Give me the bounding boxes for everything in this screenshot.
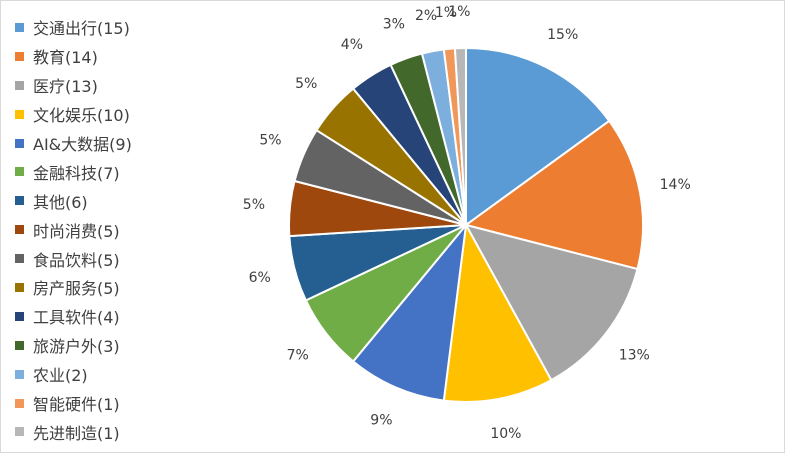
legend-item-6: 其他(6) bbox=[15, 186, 185, 215]
legend-swatch-7 bbox=[15, 225, 24, 235]
legend-label-11: 旅游户外(3) bbox=[33, 337, 120, 357]
legend-label-2: 医疗(13) bbox=[33, 77, 98, 97]
legend-item-2: 医疗(13) bbox=[15, 71, 185, 100]
pie-data-label-9: 5% bbox=[295, 76, 317, 92]
chart-legend: 交通出行(15) 教育(14) 医疗(13) 文化娱乐(10) AI&大数据(9) 金融科… bbox=[15, 13, 185, 446]
legend-swatch-6 bbox=[15, 196, 24, 206]
legend-swatch-3 bbox=[15, 109, 24, 119]
legend-swatch-4 bbox=[15, 138, 24, 148]
legend-label-13: 智能硬件(1) bbox=[33, 395, 120, 415]
legend-label-6: 其他(6) bbox=[33, 192, 88, 212]
legend-item-11: 旅游户外(3) bbox=[15, 331, 185, 360]
legend-item-7: 时尚消费(5) bbox=[15, 215, 185, 244]
pie-data-label-4: 9% bbox=[370, 413, 392, 429]
pie-data-label-0: 15% bbox=[547, 27, 578, 43]
legend-item-9: 房产服务(5) bbox=[15, 273, 185, 302]
pie-slice-3 bbox=[442, 221, 553, 403]
legend-item-4: AI&大数据(9) bbox=[15, 129, 185, 158]
legend-label-5: 金融科技(7) bbox=[33, 163, 120, 183]
legend-item-10: 工具软件(4) bbox=[15, 302, 185, 331]
legend-swatch-1 bbox=[15, 51, 24, 61]
pie-slice-2 bbox=[464, 223, 639, 382]
legend-label-10: 工具软件(4) bbox=[33, 308, 120, 328]
legend-item-12: 农业(2) bbox=[15, 360, 185, 389]
legend-label-12: 农业(2) bbox=[33, 366, 88, 386]
legend-swatch-8 bbox=[15, 254, 24, 264]
legend-label-0: 交通出行(15) bbox=[33, 19, 130, 39]
legend-label-9: 房产服务(5) bbox=[33, 279, 120, 299]
pie-data-label-8: 5% bbox=[259, 132, 281, 148]
pie-data-labels: 15%14%13%10%9%7%6%5%5%5%4%3%2%1%1% bbox=[243, 4, 691, 442]
legend-swatch-5 bbox=[15, 167, 24, 177]
pie-data-label-2: 13% bbox=[619, 348, 650, 364]
legend-swatch-12 bbox=[15, 369, 24, 379]
legend-swatch-14 bbox=[15, 427, 24, 437]
pie-data-label-1: 14% bbox=[660, 177, 691, 193]
pie-data-label-6: 6% bbox=[249, 270, 271, 286]
pie-data-label-12: 2% bbox=[415, 8, 437, 24]
legend-swatch-9 bbox=[15, 282, 24, 292]
pie-data-label-5: 7% bbox=[287, 348, 309, 364]
pie-slices bbox=[288, 46, 644, 403]
legend-label-4: AI&大数据(9) bbox=[33, 135, 132, 154]
legend-item-3: 文化娱乐(10) bbox=[15, 100, 185, 129]
legend-item-1: 教育(14) bbox=[15, 42, 185, 71]
pie-slice-14 bbox=[453, 46, 467, 226]
legend-item-8: 食品饮料(5) bbox=[15, 244, 185, 273]
legend-swatch-0 bbox=[15, 22, 24, 32]
pie-data-label-10: 4% bbox=[341, 37, 363, 53]
legend-label-8: 食品饮料(5) bbox=[33, 250, 120, 270]
legend-swatch-11 bbox=[15, 340, 24, 350]
pie-data-label-7: 5% bbox=[243, 197, 265, 213]
pie-data-label-3: 10% bbox=[490, 426, 521, 442]
legend-item-13: 智能硬件(1) bbox=[15, 389, 185, 418]
pie-slice-4 bbox=[351, 221, 468, 402]
legend-item-5: 金融科技(7) bbox=[15, 157, 185, 186]
pie-data-label-14: 1% bbox=[448, 4, 470, 20]
legend-label-14: 先进制造(1) bbox=[33, 423, 120, 443]
legend-label-7: 时尚消费(5) bbox=[33, 221, 120, 241]
pie-slice-1 bbox=[463, 119, 644, 271]
legend-label-1: 教育(14) bbox=[33, 48, 98, 68]
pie-data-label-13: 1% bbox=[435, 5, 457, 21]
legend-swatch-2 bbox=[15, 80, 24, 90]
legend-item-14: 先进制造(1) bbox=[15, 417, 185, 446]
legend-swatch-10 bbox=[15, 311, 24, 321]
legend-swatch-13 bbox=[15, 398, 24, 408]
pie-slice-0 bbox=[465, 46, 611, 227]
legend-item-0: 交通出行(15) bbox=[15, 13, 185, 42]
pie-data-label-11: 3% bbox=[383, 17, 405, 33]
legend-label-3: 文化娱乐(10) bbox=[33, 106, 130, 126]
